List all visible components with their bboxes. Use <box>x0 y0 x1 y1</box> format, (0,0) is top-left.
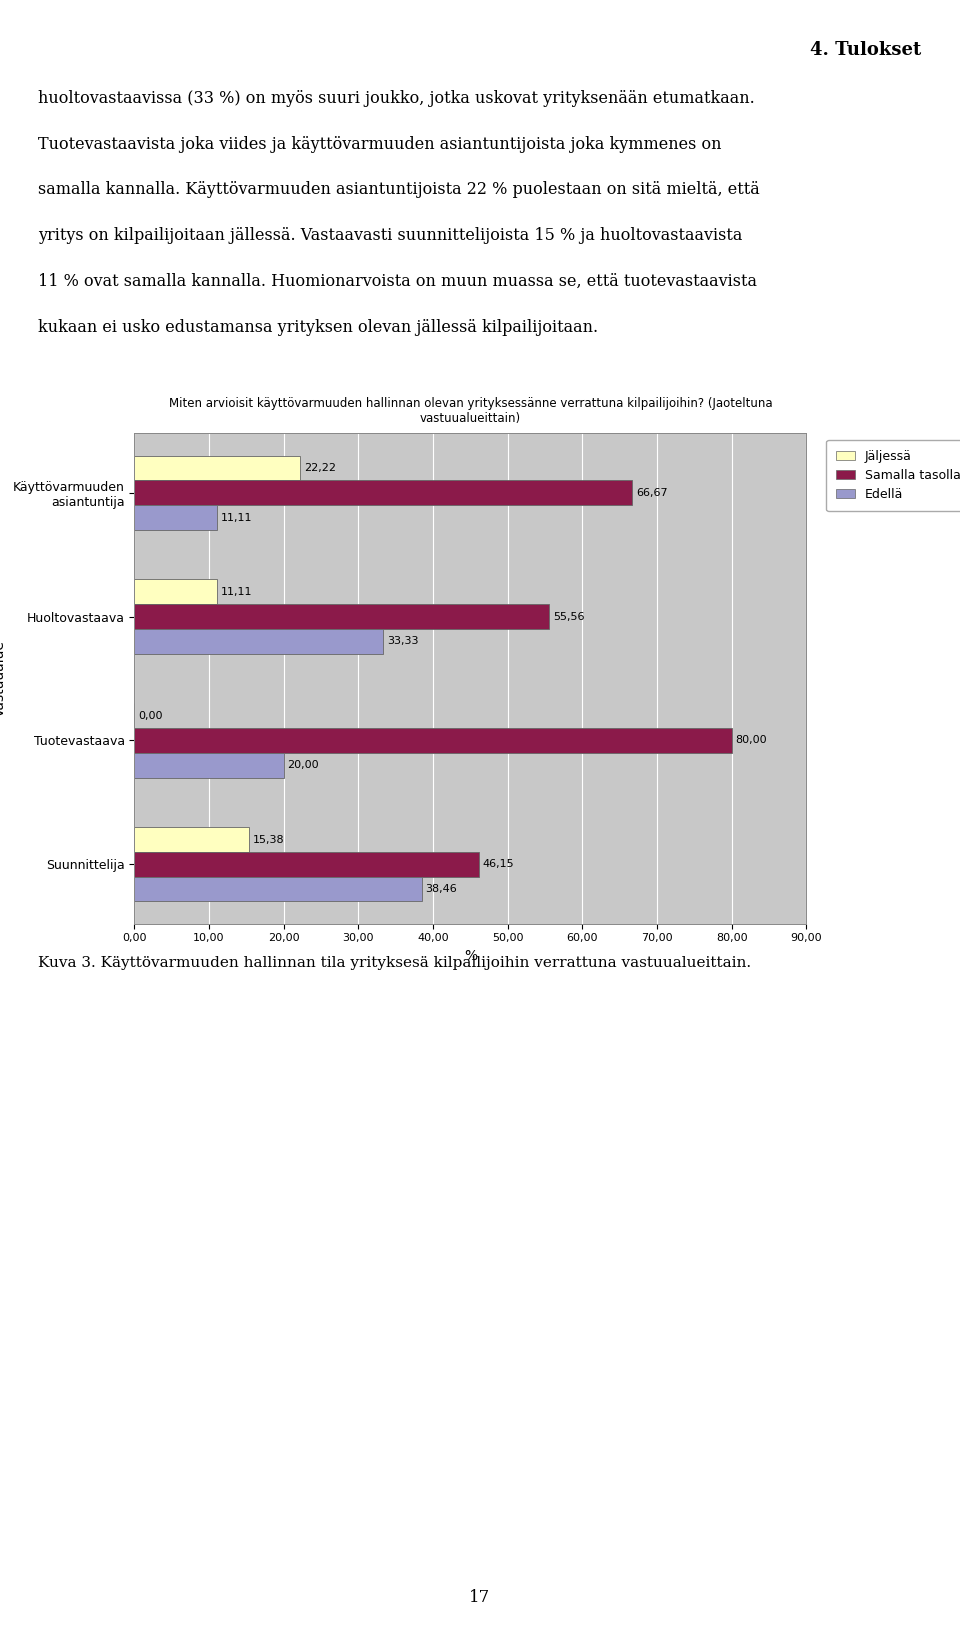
Text: kukaan ei usko edustamansa yrityksen olevan jällessä kilpailijoitaan.: kukaan ei usko edustamansa yrityksen ole… <box>38 319 598 335</box>
Bar <box>134 629 383 654</box>
Title: Miten arvioisit käyttövarmuuden hallinnan olevan yrityksessänne verrattuna kilpa: Miten arvioisit käyttövarmuuden hallinna… <box>169 397 772 425</box>
Bar <box>134 605 549 629</box>
Bar <box>134 456 300 481</box>
Bar <box>134 505 217 530</box>
Text: 15,38: 15,38 <box>253 834 284 845</box>
Text: Kuva 3. Käyttövarmuuden hallinnan tila yrityksesä kilpailijoihin verrattuna vast: Kuva 3. Käyttövarmuuden hallinnan tila y… <box>38 956 752 971</box>
Text: 66,67: 66,67 <box>636 487 667 497</box>
Text: Tuotevastaavista joka viides ja käyttövarmuuden asiantuntijoista joka kymmenes o: Tuotevastaavista joka viides ja käyttöva… <box>38 136 722 152</box>
X-axis label: %: % <box>464 948 477 963</box>
Text: 46,15: 46,15 <box>483 860 515 870</box>
Text: 17: 17 <box>469 1589 491 1606</box>
Text: yritys on kilpailijoitaan jällessä. Vastaavasti suunnittelijoista 15 % ja huolto: yritys on kilpailijoitaan jällessä. Vast… <box>38 227 743 244</box>
Text: 11 % ovat samalla kannalla. Huomionarvoista on muun muassa se, että tuotevastaav: 11 % ovat samalla kannalla. Huomionarvoi… <box>38 273 757 289</box>
Text: 11,11: 11,11 <box>221 512 252 523</box>
Text: huoltovastaavissa (33 %) on myös suuri joukko, jotka uskovat yrityksenään etumat: huoltovastaavissa (33 %) on myös suuri j… <box>38 90 756 106</box>
Text: 38,46: 38,46 <box>425 885 457 894</box>
Text: 80,00: 80,00 <box>735 736 767 746</box>
Bar <box>134 579 217 605</box>
Bar <box>134 876 421 901</box>
Bar <box>134 481 633 505</box>
Text: 20,00: 20,00 <box>287 760 319 770</box>
Text: 22,22: 22,22 <box>304 463 336 473</box>
Bar <box>134 752 284 778</box>
Text: 33,33: 33,33 <box>387 636 419 646</box>
Legend: Jäljessä, Samalla tasolla, Edellä: Jäljessä, Samalla tasolla, Edellä <box>827 440 960 512</box>
Bar <box>134 827 250 852</box>
Text: samalla kannalla. Käyttövarmuuden asiantuntijoista 22 % puolestaan on sitä mielt: samalla kannalla. Käyttövarmuuden asiant… <box>38 181 760 198</box>
Text: 4. Tulokset: 4. Tulokset <box>810 41 922 59</box>
Text: 0,00: 0,00 <box>138 711 162 721</box>
Bar <box>134 728 732 752</box>
Y-axis label: Vastuualue: Vastuualue <box>0 639 8 718</box>
Text: 11,11: 11,11 <box>221 587 252 597</box>
Bar <box>134 852 479 876</box>
Text: 55,56: 55,56 <box>553 611 585 621</box>
